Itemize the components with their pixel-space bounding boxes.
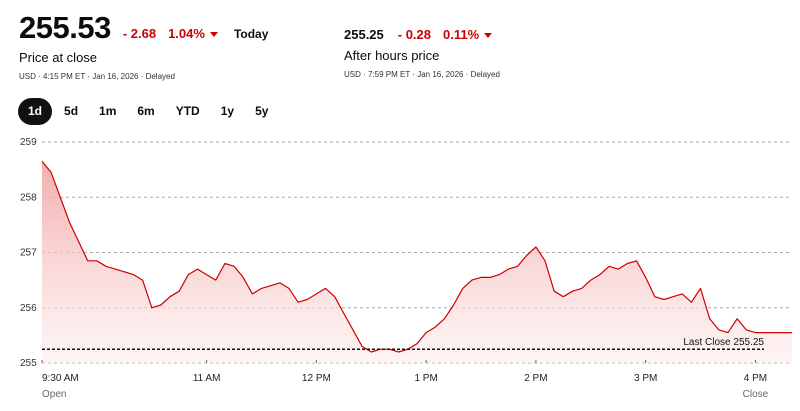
tab-5d[interactable]: 5d (64, 104, 79, 118)
after-hours-label: After hours price (344, 48, 440, 63)
x-tick-6: 4 PM (744, 373, 767, 384)
y-tick-255: 255 (20, 358, 37, 369)
y-tick-258: 258 (20, 192, 37, 203)
close-price: 255.53 (19, 10, 111, 45)
after-hours-meta: USD · 7:59 PM ET · Jan 16, 2026 · Delaye… (344, 70, 500, 79)
x-tick-0: 9:30 AM (42, 373, 79, 384)
price-line: 255.53 - 2.68 1.04% Today (19, 10, 268, 46)
after-hours-change-percent: 0.11% (443, 27, 480, 42)
y-tick-257: 257 (20, 248, 37, 259)
tab-1y[interactable]: 1y (220, 104, 235, 118)
price-chart[interactable]: 259 258 257 256 255 Last Close 255.25 9:30 AM O… (0, 130, 800, 411)
after-hours-line: 255.25 - 0.28 0.11% (344, 27, 500, 42)
quote-summary: 255.53 - 2.68 1.04% Today Price at close… (19, 10, 268, 81)
price-line (41, 160, 792, 353)
x-tick-sub-6: Close (743, 389, 769, 400)
last-close-label: Last Close 255.25 (683, 337, 764, 348)
tab-1m[interactable]: 1m (99, 104, 117, 118)
x-tick-2: 12 PM (302, 373, 331, 384)
x-tick-1: 11 AM (193, 373, 221, 384)
tab-6m[interactable]: 6m (137, 104, 155, 118)
close-price-label: Price at close (19, 50, 98, 65)
x-tick-5: 3 PM (634, 373, 657, 384)
x-tick-sub-0: Open (42, 389, 66, 400)
y-tick-259: 259 (20, 137, 37, 148)
period-label: Today (233, 27, 269, 41)
after-hours-change: - 0.28 (397, 27, 432, 42)
price-area (42, 161, 792, 363)
down-arrow-icon (209, 32, 218, 37)
y-tick-256: 256 (20, 303, 37, 314)
range-tabs: 1d 5d 1m 6m YTD 1y 5y (18, 98, 280, 125)
price-change: - 2.68 (122, 26, 157, 41)
price-change-percent: 1.04% (168, 26, 205, 41)
x-tick-4: 2 PM (524, 373, 547, 384)
tab-1d[interactable]: 1d (18, 98, 53, 125)
down-arrow-icon (484, 33, 493, 38)
tab-5y[interactable]: 5y (255, 104, 269, 118)
after-hours-summary: 255.25 - 0.28 0.11% After hours price US… (344, 27, 500, 79)
x-tick-3: 1 PM (414, 373, 437, 384)
after-hours-price: 255.25 (344, 27, 384, 42)
close-price-meta: USD · 4:15 PM ET · Jan 16, 2026 · Delaye… (19, 72, 175, 81)
tab-ytd[interactable]: YTD (175, 104, 200, 118)
